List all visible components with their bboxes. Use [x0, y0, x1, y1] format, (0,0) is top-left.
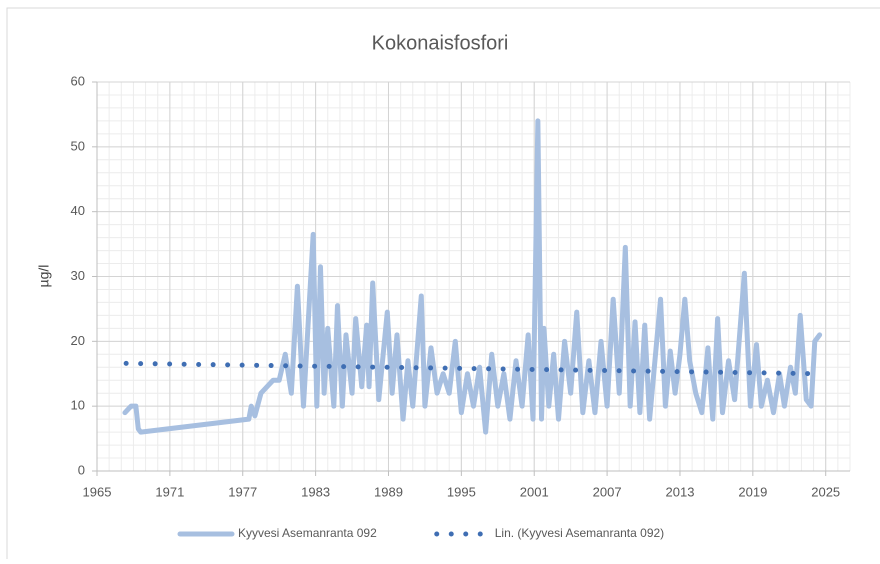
y-axis-label: µg/l — [36, 265, 52, 288]
chart-frame — [6, 7, 880, 564]
x-tick-label: 1965 — [83, 484, 112, 499]
x-tick-label: 2001 — [520, 484, 549, 499]
y-tick-label: 60 — [71, 73, 85, 88]
series-line — [122, 118, 823, 435]
x-tick-label: 1977 — [228, 484, 257, 499]
y-tick-label: 20 — [71, 333, 85, 348]
x-tick-label: 1995 — [447, 484, 476, 499]
x-tick-label: 2013 — [666, 484, 695, 499]
y-tick-label: 40 — [71, 203, 85, 218]
legend-label: Lin. (Kyyvesi Asemanranta 092) — [495, 526, 664, 540]
y-tick-label: 30 — [71, 268, 85, 283]
y-tick-label: 10 — [71, 398, 85, 413]
series-line — [123, 360, 823, 377]
x-tick-label: 1971 — [155, 484, 184, 499]
chart-title: Kokonaisfosfori — [372, 32, 509, 54]
legend-label: Kyyvesi Asemanranta 092 — [238, 526, 377, 540]
x-tick-label: 1989 — [374, 484, 403, 499]
y-tick-label: 50 — [71, 138, 85, 153]
x-tick-label: 1983 — [301, 484, 330, 499]
x-tick-label: 2025 — [811, 484, 840, 499]
x-tick-label: 2007 — [593, 484, 622, 499]
x-tick-label: 2019 — [738, 484, 767, 499]
y-tick-label: 0 — [78, 462, 85, 477]
